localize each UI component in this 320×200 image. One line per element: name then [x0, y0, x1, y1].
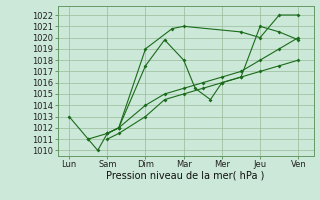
X-axis label: Pression niveau de la mer( hPa ): Pression niveau de la mer( hPa ): [107, 171, 265, 181]
